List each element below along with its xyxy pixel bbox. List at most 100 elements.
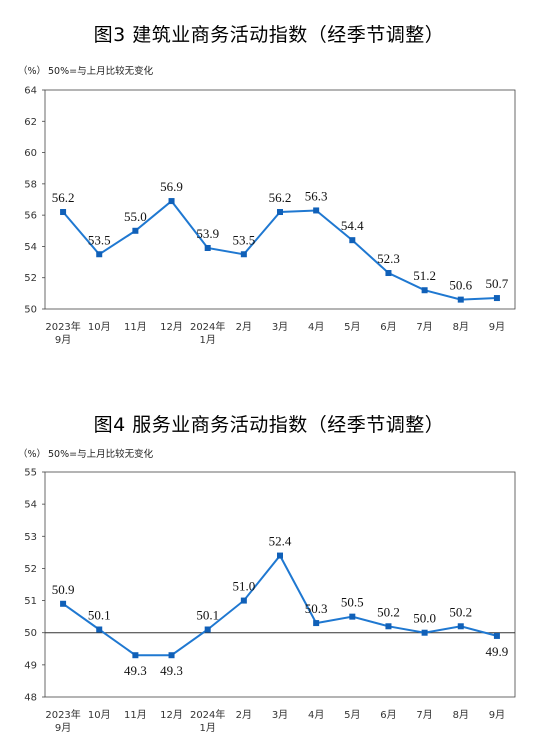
data-label: 50.1 — [196, 608, 219, 623]
chart1: （%） 50%=与上月比较无变化50525456586062642023年9月10… — [18, 65, 516, 346]
data-label: 53.5 — [88, 232, 111, 247]
x-tick-label: 7月 — [416, 321, 432, 333]
reference-note: 50%=与上月比较无变化 — [48, 65, 154, 77]
x-tick-label: 2月 — [236, 709, 252, 721]
data-label: 56.2 — [52, 190, 75, 205]
data-label: 50.1 — [88, 608, 111, 623]
data-point — [240, 251, 247, 258]
y-tick-label: 64 — [24, 86, 37, 97]
y-tick-label: 60 — [24, 148, 37, 159]
data-label: 49.3 — [124, 663, 147, 678]
data-point — [457, 623, 464, 630]
chart2: （%） 50%=与上月比较无变化48495051525354552023年9月10… — [18, 448, 516, 734]
data-label: 56.3 — [305, 188, 328, 203]
data-point — [96, 251, 103, 258]
y-tick-label: 54 — [24, 242, 37, 253]
x-tick-label: 9月 — [55, 334, 71, 346]
x-tick-label: 1月 — [200, 722, 216, 734]
x-tick-label: 2024年 — [190, 708, 225, 721]
data-label: 52.4 — [269, 534, 292, 549]
y-tick-label: 50 — [24, 305, 37, 316]
data-label: 53.9 — [196, 226, 219, 241]
x-tick-label: 9月 — [489, 709, 505, 721]
data-label: 50.3 — [305, 601, 328, 616]
data-point — [277, 209, 283, 216]
y-tick-label: 51 — [24, 596, 37, 607]
data-point — [60, 209, 67, 216]
x-tick-label: 9月 — [489, 321, 505, 333]
data-point — [421, 629, 428, 636]
x-tick-label: 9月 — [55, 722, 71, 734]
data-label: 49.9 — [486, 644, 509, 659]
data-label: 56.9 — [160, 179, 183, 194]
x-tick-label: 2024年 — [190, 320, 225, 333]
y-tick-label: 50 — [24, 628, 37, 639]
x-tick-label: 5月 — [344, 321, 360, 333]
x-tick-label: 1月 — [200, 334, 216, 346]
y-tick-label: 52 — [24, 564, 37, 575]
data-point — [132, 227, 139, 234]
reference-note: 50%=与上月比较无变化 — [48, 448, 154, 460]
data-point — [493, 295, 500, 302]
x-tick-label: 10月 — [88, 709, 111, 721]
x-tick-label: 8月 — [453, 709, 469, 721]
data-point — [168, 652, 175, 659]
x-tick-label: 5月 — [344, 709, 360, 721]
x-tick-label: 6月 — [380, 321, 396, 333]
x-tick-label: 2023年 — [45, 320, 80, 333]
data-label: 52.3 — [377, 251, 400, 266]
x-tick-label: 3月 — [272, 709, 288, 721]
data-point — [457, 296, 464, 303]
data-point — [385, 623, 392, 630]
data-label: 51.0 — [232, 579, 255, 594]
series-line — [62, 553, 498, 657]
data-point — [240, 597, 247, 604]
data-label: 50.5 — [341, 595, 364, 610]
data-label: 50.7 — [486, 276, 509, 291]
data-label: 50.6 — [449, 278, 472, 293]
chart2-title: 图4 服务业商务活动指数（经季节调整） — [93, 414, 445, 436]
data-point — [96, 626, 103, 633]
data-label: 55.0 — [124, 209, 147, 224]
data-label: 49.3 — [160, 663, 183, 678]
data-label: 53.5 — [232, 232, 255, 247]
data-label: 56.2 — [269, 190, 292, 205]
data-label: 51.2 — [413, 268, 436, 283]
x-tick-label: 12月 — [160, 709, 183, 721]
x-tick-label: 10月 — [88, 321, 111, 333]
y-unit-label: （%） — [18, 65, 46, 77]
plot-frame — [44, 471, 516, 698]
data-point — [349, 613, 356, 620]
data-point — [132, 652, 139, 659]
y-tick-label: 49 — [24, 660, 37, 671]
y-tick-label: 56 — [24, 211, 37, 222]
x-tick-label: 4月 — [308, 321, 324, 333]
y-tick-label: 53 — [24, 532, 37, 543]
x-tick-label: 7月 — [416, 709, 432, 721]
x-tick-label: 4月 — [308, 709, 324, 721]
y-tick-label: 52 — [24, 273, 37, 284]
x-tick-label: 2月 — [236, 321, 252, 333]
y-tick-label: 48 — [24, 693, 37, 704]
x-tick-label: 12月 — [160, 321, 183, 333]
x-tick-label: 2023年 — [45, 708, 80, 721]
data-point — [313, 207, 320, 214]
data-label: 50.2 — [449, 604, 472, 619]
data-point — [204, 626, 211, 633]
data-point — [204, 244, 211, 251]
data-label: 50.2 — [377, 604, 400, 619]
data-label: 50.0 — [413, 611, 436, 626]
y-tick-label: 58 — [24, 179, 37, 190]
x-tick-label: 11月 — [124, 321, 147, 333]
data-point — [349, 237, 356, 244]
x-tick-label: 8月 — [453, 321, 469, 333]
x-tick-label: 3月 — [272, 321, 288, 333]
data-point — [493, 632, 500, 639]
data-label: 50.9 — [52, 582, 75, 597]
data-point — [168, 198, 175, 205]
chart1-title: 图3 建筑业商务活动指数（经季节调整） — [93, 24, 445, 46]
y-tick-label: 62 — [24, 117, 37, 128]
data-point — [313, 620, 320, 627]
y-unit-label: （%） — [18, 448, 46, 460]
data-label: 54.4 — [341, 218, 364, 233]
